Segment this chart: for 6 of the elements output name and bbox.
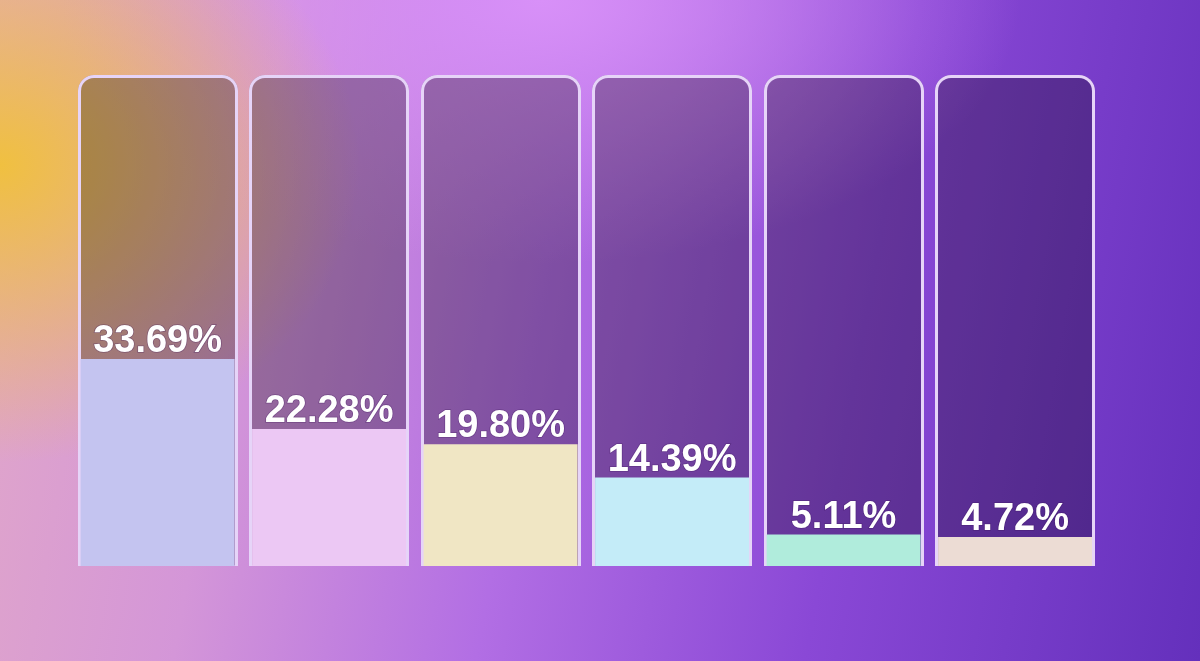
data-label: 4.72%	[961, 496, 1069, 538]
data-label: 14.39%	[607, 436, 737, 479]
data-label: 33.69%	[93, 318, 223, 360]
data-label: 19.80%	[436, 403, 566, 446]
data-label: 22.28%	[264, 388, 394, 431]
data-label: 5.11%	[790, 493, 897, 536]
